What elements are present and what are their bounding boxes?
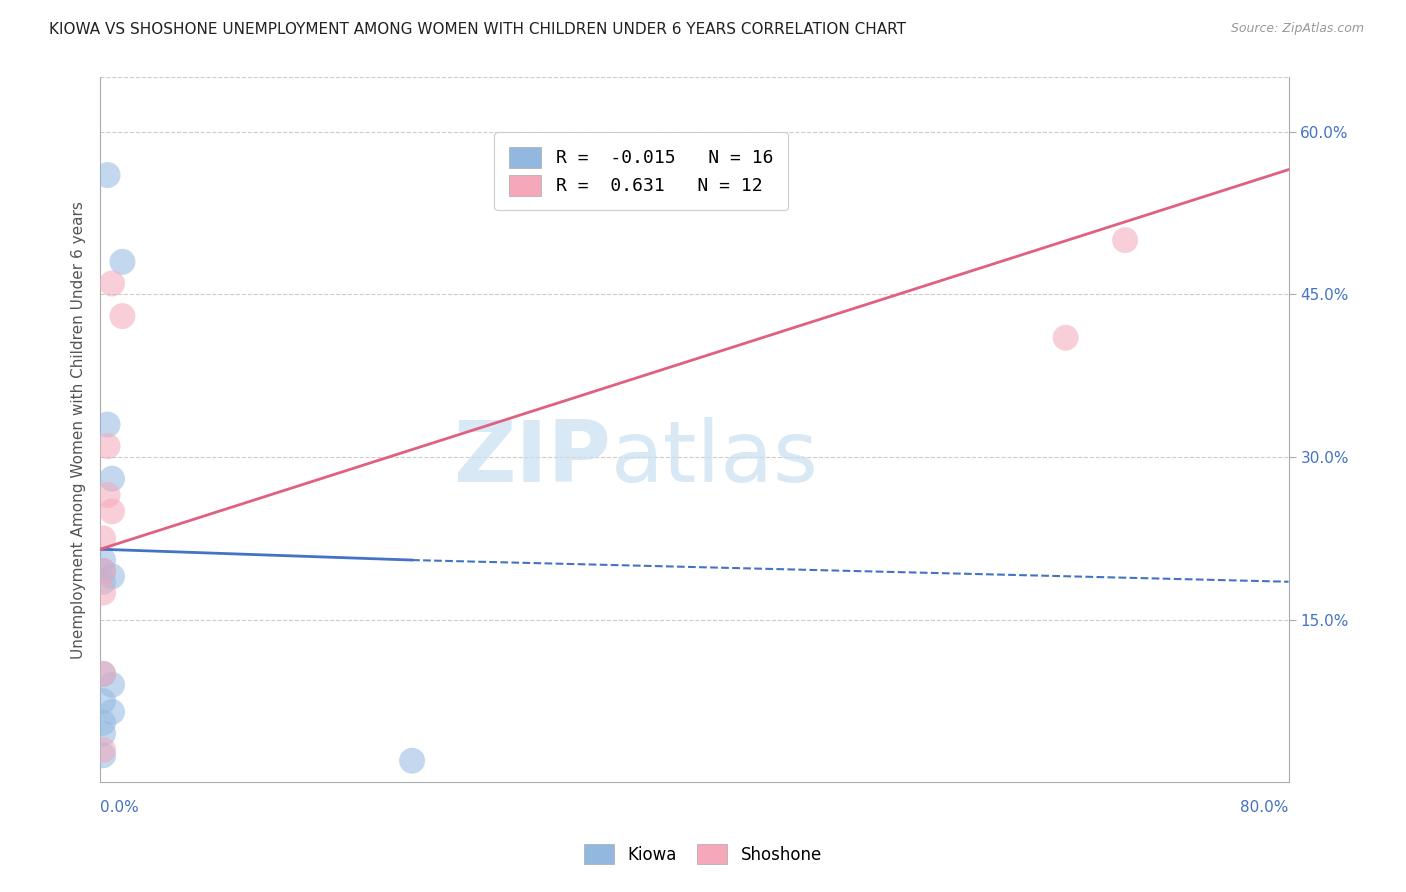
Text: atlas: atlas [612, 417, 820, 500]
Legend: R =  -0.015   N = 16, R =  0.631   N = 12: R = -0.015 N = 16, R = 0.631 N = 12 [494, 132, 787, 211]
Point [101, 569, 124, 583]
Text: ZIP: ZIP [453, 417, 612, 500]
Point [101, 678, 124, 692]
Point [91, 694, 114, 708]
Y-axis label: Unemployment Among Women with Children Under 6 years: Unemployment Among Women with Children U… [72, 201, 86, 659]
Point [401, 754, 423, 768]
Point [1114, 233, 1136, 247]
Point [91, 667, 114, 681]
Point [91, 667, 114, 681]
Point [101, 504, 124, 518]
Point [91, 564, 114, 578]
Point [91, 743, 114, 757]
Legend: Kiowa, Shoshone: Kiowa, Shoshone [578, 838, 828, 871]
Point [101, 472, 124, 486]
Text: 80.0%: 80.0% [1240, 800, 1288, 815]
Point [91, 553, 114, 567]
Point [91, 748, 114, 763]
Point [96, 488, 118, 502]
Point [91, 532, 114, 546]
Point [101, 277, 124, 291]
Point [111, 255, 134, 269]
Point [96, 168, 118, 182]
Point [91, 726, 114, 740]
Point [111, 309, 134, 323]
Point [91, 585, 114, 599]
Text: Source: ZipAtlas.com: Source: ZipAtlas.com [1230, 22, 1364, 36]
Point [91, 715, 114, 730]
Text: KIOWA VS SHOSHONE UNEMPLOYMENT AMONG WOMEN WITH CHILDREN UNDER 6 YEARS CORRELATI: KIOWA VS SHOSHONE UNEMPLOYMENT AMONG WOM… [49, 22, 907, 37]
Text: 0.0%: 0.0% [100, 800, 139, 815]
Point [96, 417, 118, 432]
Point [91, 574, 114, 589]
Point [101, 705, 124, 719]
Point [1054, 331, 1077, 345]
Point [91, 564, 114, 578]
Point [96, 439, 118, 453]
